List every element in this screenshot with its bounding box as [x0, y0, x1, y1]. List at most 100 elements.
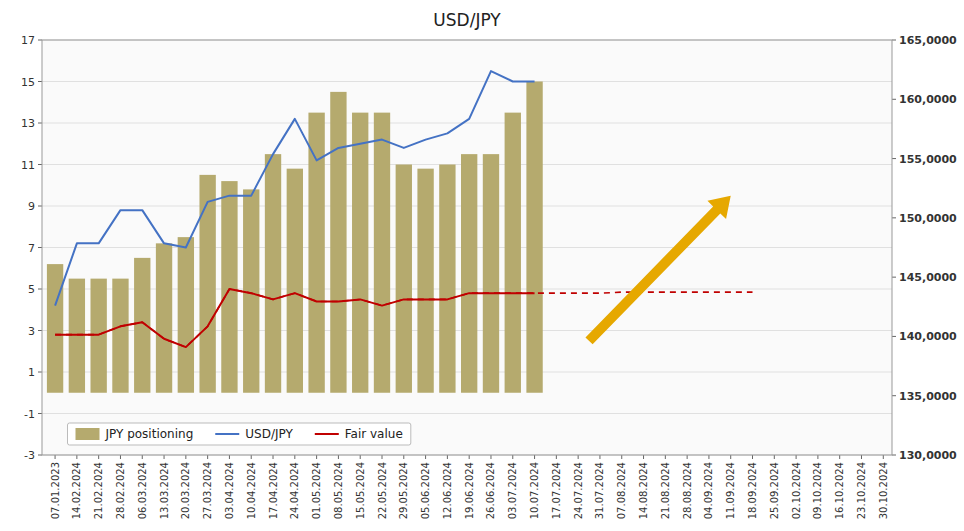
bar — [417, 169, 433, 393]
bar — [221, 181, 237, 393]
x-tick-label: 14.02.2024 — [71, 462, 82, 519]
legend-item: USD/JPY — [215, 427, 293, 441]
legend-swatch — [215, 433, 239, 435]
bar — [396, 165, 412, 393]
x-tick-label: 07.08.2024 — [616, 462, 627, 519]
x-tick — [120, 455, 121, 459]
x-tick — [796, 455, 797, 459]
plot-frame — [42, 40, 892, 455]
x-tick — [774, 455, 775, 459]
x-tick-label: 18.09.2024 — [747, 462, 758, 519]
legend-label: USD/JPY — [245, 427, 293, 441]
y-tick-label: 15 — [21, 76, 35, 89]
bar — [483, 154, 499, 393]
legend-swatch — [315, 433, 339, 435]
x-tick — [316, 455, 317, 459]
x-tick-label: 17.04.2024 — [268, 462, 279, 519]
x-tick — [469, 455, 470, 459]
line — [55, 289, 752, 347]
bar — [526, 82, 542, 393]
y2-tick-label: 165,0000 — [899, 34, 957, 47]
bar — [199, 175, 215, 393]
bar — [308, 113, 324, 393]
x-tick — [360, 455, 361, 459]
bar — [330, 92, 346, 393]
y-tick — [38, 164, 42, 165]
grid-line — [42, 123, 892, 124]
x-tick-label: 22.05.2024 — [377, 462, 388, 519]
legend-item: Fair value — [315, 427, 403, 441]
y2-tick-label: 150,0000 — [899, 212, 957, 225]
bar — [47, 264, 63, 393]
line — [55, 71, 534, 305]
x-tick-label: 13.03.2024 — [159, 462, 170, 519]
x-tick-label: 24.04.2024 — [289, 462, 300, 519]
x-tick — [164, 455, 165, 459]
x-tick-label: 05.06.2024 — [420, 462, 431, 519]
bar-series — [47, 82, 543, 393]
x-tick-label: 04.09.2024 — [703, 462, 714, 519]
y2-tick — [892, 336, 896, 337]
y-tick-label: 13 — [21, 117, 35, 130]
chart: -3-11357911131517130,0000135,0000140,000… — [0, 0, 964, 531]
legend-item: JPY positioning — [76, 427, 194, 441]
x-tick-label: 06.03.2024 — [137, 462, 148, 519]
x-tick — [425, 455, 426, 459]
x-tick-label: 07.01.2023 — [50, 462, 61, 519]
x-tick — [752, 455, 753, 459]
legend: JPY positioning USD/JPY Fair value — [68, 423, 411, 445]
x-tick-label: 14.08.2024 — [638, 462, 649, 519]
y2-tick-label: 160,0000 — [899, 93, 957, 106]
x-tick-label: 19.06.2024 — [464, 462, 475, 519]
legend-label: Fair value — [345, 427, 403, 441]
marks — [47, 71, 753, 393]
x-tick-label: 27.03.2024 — [202, 462, 213, 519]
bar — [287, 169, 303, 393]
x-tick — [207, 455, 208, 459]
x-tick — [817, 455, 818, 459]
legend-swatch — [76, 428, 100, 440]
x-tick — [294, 455, 295, 459]
bar — [156, 243, 172, 392]
bar — [90, 279, 106, 393]
x-tick-label: 03.07.2024 — [507, 462, 518, 519]
legend-box — [68, 423, 411, 445]
y2-tick-label: 135,0000 — [899, 390, 957, 403]
y-tick — [38, 81, 42, 82]
y2-tick — [892, 158, 896, 159]
x-tick-label: 31.07.2024 — [594, 462, 605, 519]
x-tick — [338, 455, 339, 459]
arrow — [585, 196, 730, 345]
x-tick-label: 08.05.2024 — [333, 462, 344, 519]
x-tick — [76, 455, 77, 459]
x-tick-label: 10.07.2024 — [529, 462, 540, 519]
x-tick-label: 11.09.2024 — [725, 462, 736, 519]
y-tick-label: 1 — [28, 366, 35, 379]
y-tick-label: 5 — [28, 283, 35, 296]
bar — [461, 154, 477, 393]
bar — [374, 113, 390, 393]
y2-tick — [892, 99, 896, 100]
y2-tick-label: 140,0000 — [899, 330, 957, 343]
x-tick — [534, 455, 535, 459]
x-tick-label: 28.08.2024 — [682, 462, 693, 519]
x-tick — [687, 455, 688, 459]
y-tick-label: 11 — [21, 159, 35, 172]
x-tick-label: 16.10.2024 — [834, 462, 845, 519]
y-tick — [38, 413, 42, 414]
y2-tick-label: 130,0000 — [899, 449, 957, 462]
x-tick — [490, 455, 491, 459]
x-tick — [599, 455, 600, 459]
grid-line — [42, 81, 892, 82]
x-tick — [98, 455, 99, 459]
x-tick-label: 29.05.2024 — [398, 462, 409, 519]
x-tick — [273, 455, 274, 459]
x-tick — [403, 455, 404, 459]
y-tick — [38, 330, 42, 331]
y-tick — [38, 455, 42, 456]
x-tick — [643, 455, 644, 459]
y-tick — [38, 247, 42, 248]
x-tick — [839, 455, 840, 459]
x-tick-label: 02.10.2024 — [791, 462, 802, 519]
x-tick — [578, 455, 579, 459]
